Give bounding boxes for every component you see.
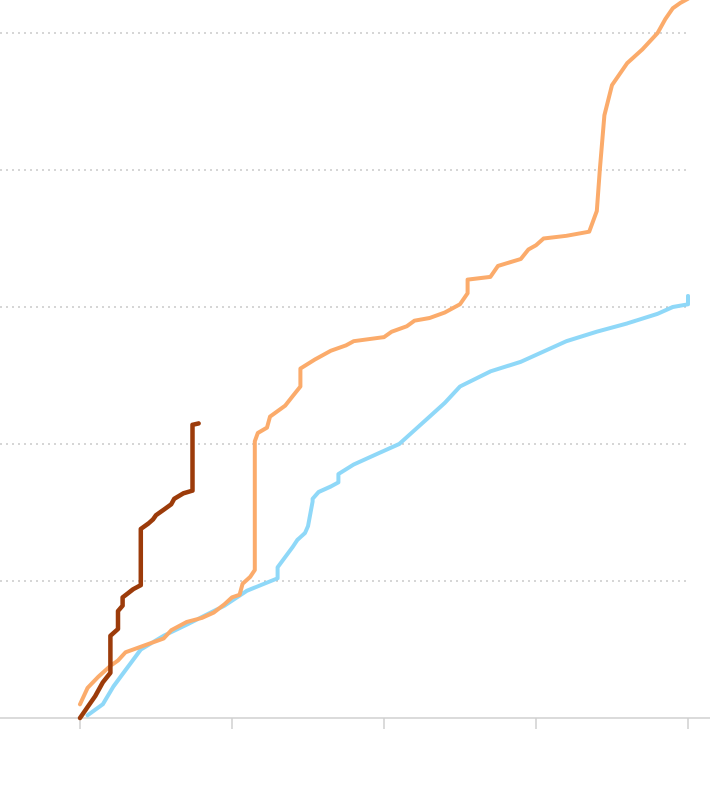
y-gridlines <box>0 32 688 582</box>
series-line-3 <box>77 421 201 721</box>
x-axis <box>0 717 710 729</box>
series-lines <box>77 0 690 721</box>
series-line-2 <box>78 0 690 707</box>
series-line-1 <box>85 294 690 718</box>
